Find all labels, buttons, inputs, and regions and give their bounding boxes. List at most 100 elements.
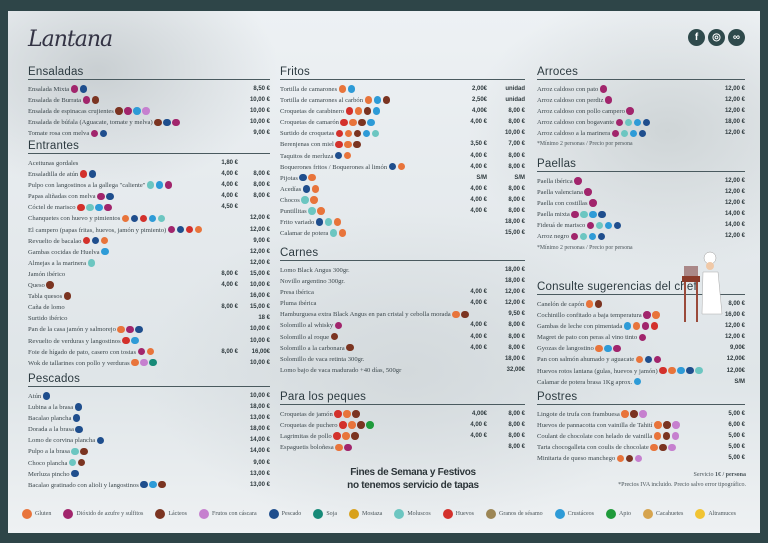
menu-item[interactable]: Minitarta de queso manchego 5,00 € (537, 453, 745, 464)
item-name: Aceitunas gordales (28, 160, 79, 167)
eggs-icon (335, 140, 343, 149)
menu-item[interactable]: Solomillo al roque 4,00 € 8,00 € (280, 332, 525, 343)
menu-item[interactable]: Lingote de trufa con frambuesa 5,00 € (537, 409, 745, 420)
menu-item[interactable]: Calamar de potera 15,00 € (280, 228, 525, 239)
menu-item[interactable]: Calamar de potera brasa 1Kg aprox. S/M (537, 377, 745, 388)
menu-item[interactable]: Arroz caldoso con bogavante 18,00 € (537, 117, 745, 128)
menu-item[interactable]: Ensalada de Burrata 10,00 € (28, 95, 270, 106)
menu-item[interactable]: Atún 10,00 € (28, 391, 270, 402)
sulphites-icon (584, 188, 592, 196)
menu-item[interactable]: El campero (papas fritas, huevos, jamón … (28, 225, 270, 236)
menu-item[interactable]: Tomate rosa con melva 9,00 € (28, 128, 270, 139)
menu-item[interactable]: Tarta chocogalleta con coulis de chocola… (537, 442, 745, 453)
menu-item[interactable]: Berenjenas con miel 3,50 € 7,00 € (280, 139, 525, 150)
menu-item[interactable]: Canelón de capón 8,00 € (537, 299, 745, 310)
item-price-half: 4,50 € (221, 204, 238, 211)
menu-item[interactable]: Caña de lomo 8,00 € 15,00 € (28, 302, 270, 313)
menu-item[interactable]: Croquetas de carabinero 4,00€ 8,00 € (280, 106, 525, 117)
menu-item[interactable]: Pijotas S/M S/M (280, 173, 525, 184)
menu-item[interactable]: Cochinillo confitado a baja temperatura 1… (537, 310, 745, 321)
menu-item[interactable]: Ensalada de espinacas crujientes 10,00 € (28, 106, 270, 117)
menu-item[interactable]: Tortilla de camarones al carbón 2,50€ unid… (280, 95, 525, 106)
menu-item[interactable]: Cóctel de marisco 4,50 € (28, 202, 270, 213)
menu-item[interactable]: Lomo Black Angus 300gr. 18,00 € (280, 265, 525, 276)
menu-item[interactable]: Hamburguesa extra Black Angus en pan cri… (280, 309, 525, 320)
dairy-icon (77, 458, 86, 467)
menu-item[interactable]: Solomillo a la carbonara 4,00 € 8,00 € (280, 343, 525, 354)
menu-item[interactable]: Aceitunas gordales 1,80 € (28, 158, 270, 169)
menu-item[interactable]: Foie de hígado de pato, casero con tosta… (28, 347, 270, 358)
menu-item[interactable]: Revuelto de verduras y langostinos 10,00 … (28, 336, 270, 347)
menu-item[interactable]: Ensaladilla de atún 4,00 € 8,00 € (28, 169, 270, 180)
menu-item[interactable]: Bacalao plancha 13,00 € (28, 413, 270, 424)
menu-item[interactable]: Queso 4,00 € 10,00 € (28, 280, 270, 291)
menu-item[interactable]: Presa ibérica 4,00 € 12,00 € (280, 287, 525, 298)
item-name: Papas aliñadas con melva (28, 193, 96, 201)
menu-item[interactable]: Frito variado 18,00 € (280, 217, 525, 228)
menu-item[interactable]: Tabla quesos 16,00 € (28, 291, 270, 302)
menu-item[interactable]: Solomillo al whisky 4,00 € 8,00 € (280, 320, 525, 331)
facebook-icon[interactable]: f (688, 29, 705, 46)
menu-item[interactable]: Pluma ibérica 4,00 € 12,00 € (280, 298, 525, 309)
menu-item[interactable]: Wok de tallarines con pollo y verduras 10… (28, 358, 270, 369)
item-name: Revuelto de bacalao (28, 237, 82, 245)
menu-item[interactable]: Espaguetis boloñesa 8,00 € (280, 442, 525, 453)
menu-item[interactable]: Jamón ibérico 8,00 € 15,00 € (28, 269, 270, 280)
crustaceans-icon (95, 203, 103, 212)
menu-item[interactable]: Paella ibérica 12,00 € (537, 176, 745, 187)
menu-item[interactable]: Almejas a la marinera 12,00 € (28, 258, 270, 269)
menu-item[interactable]: Pan con salmón ahumado y aguacate 12,00€ (537, 354, 745, 365)
menu-item[interactable]: Pan de la casa jamón y salmorejo 10,00 € (28, 324, 270, 335)
menu-item[interactable]: Revuelto de bacalao 9,00 € (28, 236, 270, 247)
menu-item[interactable]: Arroz negro 12,00 € (537, 231, 745, 242)
menu-item[interactable]: Pulpo a la brasa 14,00 € (28, 446, 270, 457)
menu-item[interactable]: Coulant de chocolate con helado de vaini… (537, 431, 745, 442)
menu-item[interactable]: Ensalada de búfala (Aguacate, tomate y m… (28, 117, 270, 128)
menu-item[interactable]: Lagrimitas de pollo 4,00 € 8,00 € (280, 431, 525, 442)
menu-item[interactable]: Solomillo de vaca retinta 300gr. 18,00 € (280, 354, 525, 365)
menu-item[interactable]: Novillo argentino 300gr. 18,00 € (280, 276, 525, 287)
menu-item[interactable]: Taquitos de merluza 4,00 € 8,00 € (280, 151, 525, 162)
menu-item[interactable]: Papas aliñadas con melva 4,00 € 8,00 € (28, 191, 270, 202)
menu-item[interactable]: Ensalada Mixta 8,50 € (28, 84, 270, 95)
menu-item[interactable]: Arroz caldoso a la marinera 12,00 € (537, 128, 745, 139)
item-price: S/M (514, 174, 525, 181)
menu-item[interactable]: Dorada a la brasa 18,00 € (28, 424, 270, 435)
item-name: Espaguetis boloñesa (280, 444, 334, 452)
menu-item[interactable]: Paella valenciana 12,00 € (537, 187, 745, 198)
menu-item[interactable]: Boquerones fritos / Boquerones al limón 4… (280, 162, 525, 173)
menu-item[interactable]: Croquetas de jamón 4,00€ 8,00 € (280, 409, 525, 420)
menu-item[interactable]: Puntillitas 4,00 € 8,00 € (280, 206, 525, 217)
fish-icon (334, 151, 343, 160)
dairy-icon (357, 421, 365, 429)
menu-item[interactable]: Bacalao gratinado con alioli y langostin… (28, 480, 270, 491)
menu-item[interactable]: Surtido de croquetas 10,00 € (280, 128, 525, 139)
menu-item[interactable]: Paella mixta 14,00 € (537, 209, 745, 220)
menu-item[interactable]: Tortilla de camarones 2,00€ unidad (280, 84, 525, 95)
menu-item[interactable]: Chanquetes con huevo y pimientos 12,00 € (28, 213, 270, 224)
menu-item[interactable]: Chocos 4,00 € 8,00 € (280, 195, 525, 206)
menu-item[interactable]: Choco plancha 9,00 € (28, 458, 270, 469)
menu-item[interactable]: Croquetas de camarón 4,00 € 8,00 € (280, 117, 525, 128)
menu-item[interactable]: Huevos rotos lantana (gulas, huevos y ja… (537, 366, 745, 377)
menu-item[interactable]: Gambas cocidas de Huelva 12,00 € (28, 247, 270, 258)
menu-item[interactable]: Merluza pincho 13,00 € (28, 469, 270, 480)
menu-item[interactable]: Acedías 4,00 € 8,00 € (280, 184, 525, 195)
tripadvisor-icon[interactable]: ∞ (728, 29, 745, 46)
menu-item[interactable]: Fideuá de marisco 14,00 € (537, 220, 745, 231)
menu-item[interactable]: Gambas de leche con pimentada 12,00 € (537, 321, 745, 332)
menu-item[interactable]: Surtido ibérico 18 € (28, 313, 270, 324)
menu-item[interactable]: Arroz caldoso con pollo campero 12,00 € (537, 106, 745, 117)
menu-item[interactable]: Paella con costillas 12,00 € (537, 198, 745, 209)
instagram-icon[interactable]: ◎ (708, 29, 725, 46)
menu-item[interactable]: Arroz caldoso con pato 12,00 € (537, 84, 745, 95)
menu-item[interactable]: Pulpo con langostinos a la gallega "cali… (28, 180, 270, 191)
menu-item[interactable]: Lomo de corvina plancha 14,00 € (28, 435, 270, 446)
menu-item[interactable]: Magret de pato con peras al vino tinto 12… (537, 332, 745, 343)
menu-item[interactable]: Lubina a la brasa 18,00 € (28, 402, 270, 413)
menu-item[interactable]: Gyozas de langostino 9,00€ (537, 343, 745, 354)
menu-item[interactable]: Huevos de pannacotta con vainilla de Tah… (537, 420, 745, 431)
menu-item[interactable]: Croquetas de puchero 4,00 € 8,00 € (280, 420, 525, 431)
menu-item[interactable]: Arroz caldoso con perdiz 12,00 € (537, 95, 745, 106)
menu-item[interactable]: Lomo bajo de vaca madurado +40 días, 500… (280, 365, 525, 376)
